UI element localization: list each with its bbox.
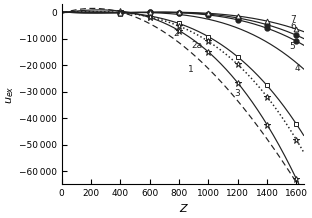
- Text: 3: 3: [235, 89, 241, 98]
- Text: 4: 4: [295, 64, 300, 73]
- Text: 7: 7: [290, 15, 296, 24]
- Y-axis label: $u_\mathit{ex}$: $u_\mathit{ex}$: [4, 85, 16, 104]
- Text: 2: 2: [173, 29, 179, 38]
- Text: 6: 6: [290, 22, 296, 31]
- Text: 1: 1: [188, 65, 193, 74]
- Text: 2a: 2a: [191, 41, 202, 50]
- Text: 5: 5: [290, 42, 295, 51]
- X-axis label: Z: Z: [179, 204, 187, 214]
